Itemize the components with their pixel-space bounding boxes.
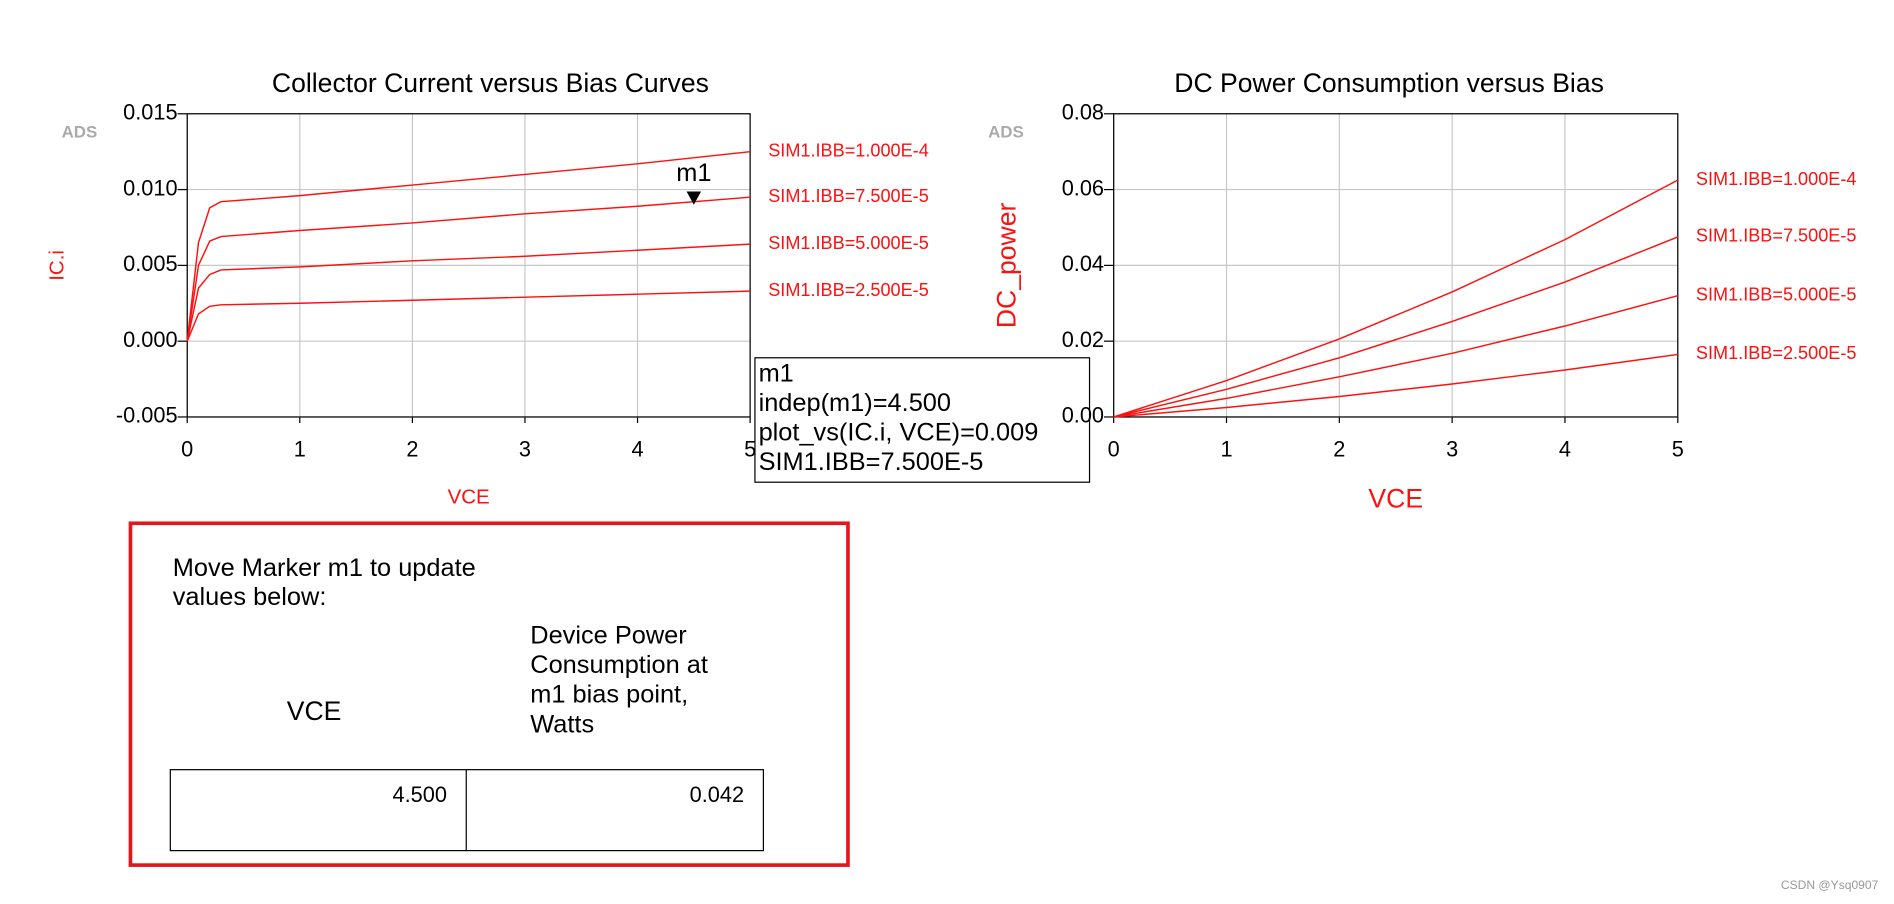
column-header: Consumption at: [530, 651, 708, 679]
x-tick-label: 5: [1672, 437, 1684, 462]
x-tick-label: 1: [1220, 437, 1232, 462]
series-label: SIM1.IBB=7.500E-5: [1696, 226, 1857, 246]
x-tick-label: 5: [744, 437, 756, 462]
column-header: m1 bias point,: [530, 681, 688, 709]
instruction: Move Marker m1 to update: [173, 554, 476, 582]
y-tick-label: 0.02: [1062, 327, 1104, 352]
series-label: SIM1.IBB=5.000E-5: [1696, 284, 1857, 304]
watermark: ADS: [988, 123, 1024, 142]
y-tick-label: -0.005: [116, 403, 178, 428]
marker-readout: plot_vs(IC.i, VCE)=0.009: [759, 419, 1039, 447]
y-tick-label: 0.015: [123, 100, 177, 125]
marker-readout: indep(m1)=4.500: [759, 389, 951, 417]
x-axis-label: VCE: [1368, 483, 1423, 513]
panel-frame: [128, 521, 850, 867]
series-line: [186, 243, 751, 342]
x-tick-label: 4: [1559, 437, 1571, 462]
x-tick-label: 3: [519, 437, 531, 462]
series-label: SIM1.IBB=7.500E-5: [768, 186, 929, 206]
series-label: SIM1.IBB=5.000E-5: [768, 233, 929, 253]
marker-readout: SIM1.IBB=7.500E-5: [759, 448, 984, 476]
column-header: VCE: [287, 696, 342, 726]
x-tick-label: 0: [1108, 437, 1120, 462]
series-line: [186, 290, 751, 342]
series-label: SIM1.IBB=2.500E-5: [768, 280, 929, 300]
marker-label: m1: [676, 159, 711, 187]
watermark: ADS: [62, 123, 98, 142]
x-tick-label: 4: [631, 437, 643, 462]
y-axis-label: DC_power: [992, 202, 1022, 328]
x-tick-label: 0: [181, 437, 193, 462]
series-line: [1113, 236, 1679, 418]
y-tick-label: 0.000: [123, 327, 177, 352]
series-line: [1113, 353, 1678, 418]
series-label: SIM1.IBB=2.500E-5: [1696, 343, 1857, 363]
series-label: SIM1.IBB=1.000E-4: [1696, 169, 1857, 189]
column-header: Watts: [530, 710, 594, 738]
chart-title: DC Power Consumption versus Bias: [1174, 68, 1604, 98]
y-tick-label: 0.08: [1062, 100, 1104, 125]
series-line: [1113, 294, 1678, 418]
x-axis-label: VCE: [448, 485, 490, 508]
x-tick-label: 1: [294, 437, 306, 462]
y-tick-label: 0.005: [123, 251, 177, 276]
series-line: [186, 196, 751, 342]
y-tick-label: 0.00: [1062, 403, 1104, 428]
instruction: values below:: [173, 583, 327, 611]
chart-title: Collector Current versus Bias Curves: [272, 68, 709, 98]
x-tick-label: 3: [1446, 437, 1458, 462]
series-label: SIM1.IBB=1.000E-4: [768, 140, 929, 160]
footer: CSDN @Ysq0907: [1781, 878, 1879, 892]
y-axis-label: IC.i: [45, 250, 68, 281]
series-line: [186, 150, 751, 342]
table-cell: 4.500: [393, 782, 447, 807]
table-cell: 0.042: [690, 782, 744, 807]
plot-frame: [1113, 113, 1679, 418]
y-tick-label: 0.06: [1062, 175, 1104, 200]
column-header: Device Power: [530, 622, 687, 650]
series-line: [1113, 179, 1679, 418]
marker: [686, 191, 702, 205]
x-tick-label: 2: [1333, 437, 1345, 462]
y-tick-label: 0.010: [123, 175, 177, 200]
marker-readout: m1: [759, 359, 794, 387]
x-tick-label: 2: [406, 437, 418, 462]
marker-readout-box: [754, 357, 1091, 483]
y-tick-label: 0.04: [1062, 251, 1104, 276]
plot-frame: [186, 113, 751, 418]
